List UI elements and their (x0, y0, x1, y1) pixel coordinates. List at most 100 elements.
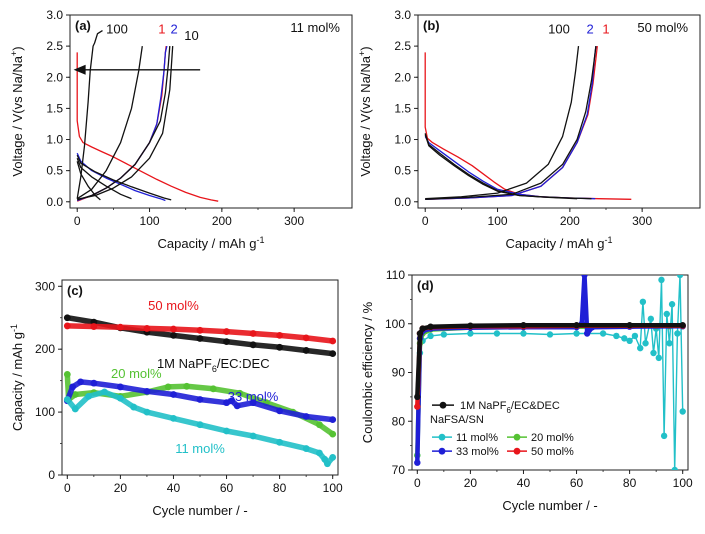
data-point (63, 322, 71, 330)
data-point (419, 325, 426, 332)
curve-10 (425, 46, 597, 200)
data-point (143, 325, 151, 332)
data-point (427, 323, 434, 330)
data-point (71, 391, 79, 398)
plot-frame (69, 14, 353, 209)
data-point (323, 460, 331, 468)
y-tick-label: 100 (35, 405, 55, 419)
series-label-text: 11 mol% (175, 441, 225, 456)
data-point (116, 323, 124, 331)
series-group (63, 314, 337, 468)
data-point (116, 383, 124, 391)
y-tick-label: 3.0 (46, 8, 63, 22)
data-point (276, 343, 284, 351)
y-axis-label-end: ) (358, 46, 373, 50)
x-tick-label: 100 (673, 476, 693, 490)
curve-10 (77, 46, 171, 201)
curve-100 (425, 46, 580, 200)
legend-label-text: 1M NaPF (460, 400, 507, 412)
y-tick-label: 2.0 (46, 70, 63, 84)
data-point (599, 330, 607, 337)
data-point (520, 330, 527, 337)
data-point (573, 322, 580, 329)
series-label: 50 mol% (148, 298, 199, 313)
x-axis-label-text: Cycle number / - (502, 498, 597, 513)
data-point (233, 402, 241, 410)
series-group (424, 46, 632, 200)
y-axis-label-text: Voltage / V(vs Na/Na (10, 55, 25, 176)
y-axis-label-sup: + (357, 51, 367, 56)
data-point (631, 332, 639, 340)
data-point (668, 301, 676, 308)
x-tick-label: 20 (114, 481, 128, 495)
x-axis-label: Capacity / mAh g-1 (157, 235, 264, 251)
data-point (85, 392, 92, 400)
data-point (196, 421, 204, 429)
x-tick-label: 60 (570, 476, 584, 490)
data-point (130, 403, 138, 411)
y-tick-label: 300 (35, 279, 55, 293)
x-tick-label: 0 (414, 476, 421, 490)
legend-marker (438, 433, 446, 441)
curve-100 (76, 30, 103, 199)
data-point (581, 275, 588, 279)
data-point (642, 340, 649, 347)
x-tick-label: 80 (273, 481, 287, 495)
y-axis-label: Voltage / V(vs Na/Na+) (9, 46, 25, 176)
x-axis-label-text: Capacity / mAh g (157, 236, 256, 251)
arrow-head (73, 64, 86, 75)
x-axis-label-sup: -1 (604, 235, 612, 245)
data-point (77, 378, 84, 386)
data-point (170, 414, 177, 422)
legend-label: 33 mol% (456, 446, 499, 458)
data-point (414, 403, 421, 410)
data-point (183, 382, 191, 390)
y-tick-label: 2.5 (394, 39, 411, 53)
panel-c: 0 100 200 300 0 20 40 60 80 100 Cycle number / - Ca… (9, 279, 343, 518)
panel-a: 0.0 0.5 1.0 1.5 2.0 2.5 3.0 0 100 200 300 Capacity … (9, 8, 353, 251)
y-axis-label-text: Voltage / V(vs Na/Na (358, 55, 373, 176)
data-point (329, 453, 337, 461)
data-point (164, 383, 172, 391)
x-tick-label: 200 (560, 214, 580, 228)
data-point (143, 408, 151, 416)
y-tick-label: 1.0 (46, 133, 63, 147)
data-point (493, 330, 501, 337)
y-tick-label: 80 (392, 414, 406, 428)
y-tick-label: 2.5 (46, 39, 63, 53)
data-point (302, 334, 310, 342)
y-tick-label: 0.0 (46, 195, 63, 209)
data-point (583, 330, 591, 337)
x-axis-label-text: Cycle number / - (152, 503, 247, 518)
series-label: 33 mol% (228, 389, 279, 404)
data-point (520, 322, 527, 329)
data-point (209, 385, 217, 393)
x-tick-label: 100 (140, 214, 160, 228)
x-axis-label: Cycle number / - (152, 503, 247, 518)
data-point (613, 332, 620, 340)
data-point (63, 370, 71, 378)
legend-marker (439, 401, 447, 409)
data-point (414, 393, 421, 401)
data-point (143, 387, 151, 395)
y-axis-label: Voltage / V(vs Na/Na+) (357, 46, 373, 176)
cycle-label: 1 (158, 22, 165, 37)
data-point (655, 354, 663, 362)
y-tick-label: 0.5 (394, 164, 411, 178)
y-tick-label: 1.0 (394, 133, 411, 147)
y-axis-label-text: Capacity / mAh g (10, 332, 25, 431)
data-point (63, 314, 71, 322)
data-point (637, 344, 644, 352)
data-point (170, 391, 177, 398)
y-tick-label: 2.0 (394, 70, 411, 84)
x-tick-label: 0 (422, 214, 429, 228)
data-point (249, 341, 257, 349)
x-tick-label: 20 (464, 476, 478, 490)
data-point (440, 331, 448, 338)
y-axis-label-sup: -1 (9, 324, 19, 332)
data-point (658, 276, 665, 284)
legend-marker (513, 433, 521, 441)
data-point (329, 416, 337, 424)
